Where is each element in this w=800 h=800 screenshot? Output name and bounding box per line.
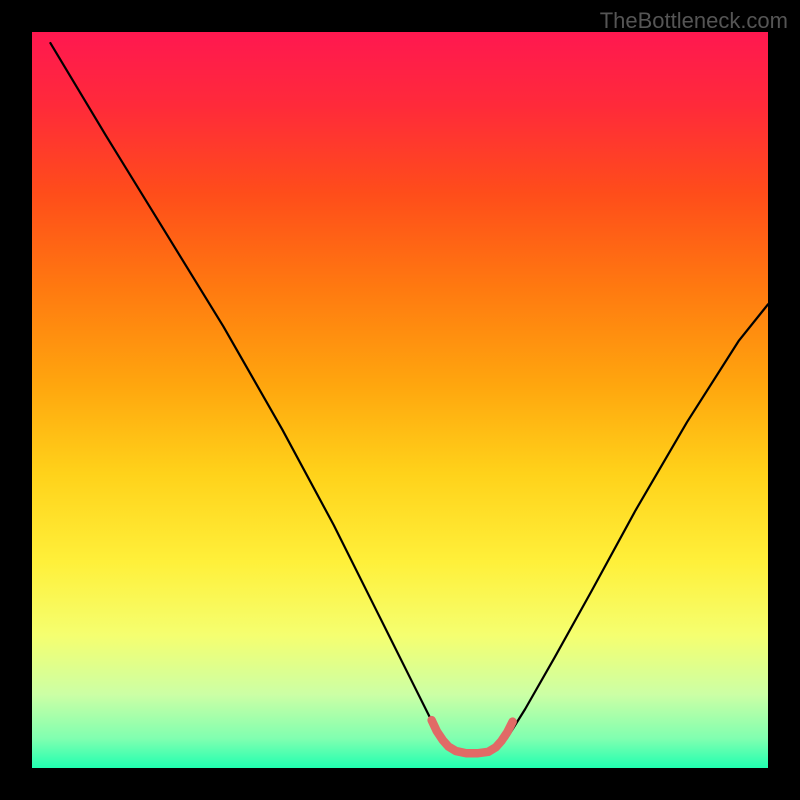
- plot-svg: [32, 32, 768, 768]
- chart-container: TheBottleneck.com: [0, 0, 800, 800]
- plot-area: [32, 32, 768, 768]
- watermark-text: TheBottleneck.com: [600, 8, 788, 34]
